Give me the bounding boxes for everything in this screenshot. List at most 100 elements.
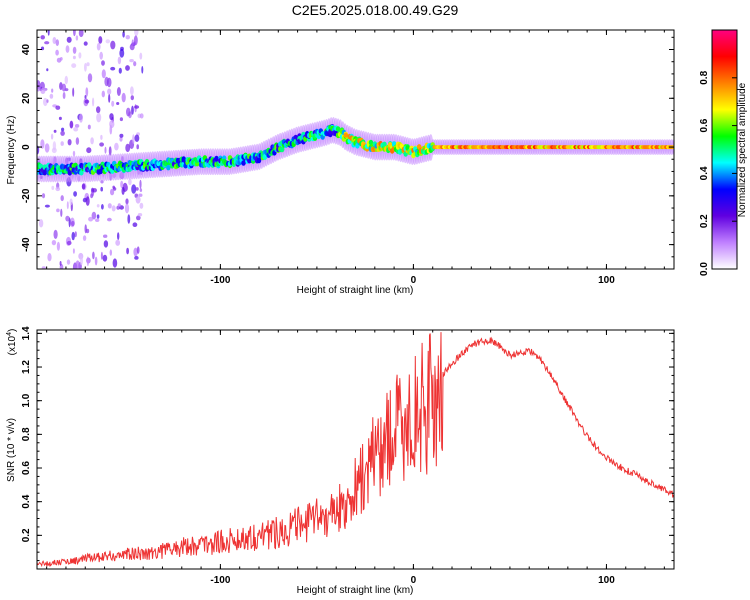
heatmap-speckle xyxy=(125,35,130,40)
spectrogram-ytick-label: -20 xyxy=(21,188,32,203)
heatmap-speckle xyxy=(84,224,87,234)
heatmap-speckle xyxy=(72,150,76,157)
heatmap-speckle xyxy=(69,198,73,206)
heatmap-speckle xyxy=(79,113,83,123)
heatmap-speckle xyxy=(131,105,134,115)
heatmap-speckle xyxy=(58,116,62,121)
heatmap-speckle xyxy=(119,117,123,122)
heatmap-speckle xyxy=(92,251,95,260)
heatmap-speckle xyxy=(60,130,65,136)
heatmap-speckle xyxy=(122,31,125,38)
heatmap-speckle xyxy=(46,68,49,72)
heatmap-speckle xyxy=(75,35,79,41)
heatmap-speckle xyxy=(115,239,121,246)
heatmap-speckle xyxy=(94,256,98,266)
colorbar-tick-label: 0.6 xyxy=(699,118,710,132)
heatmap-speckle xyxy=(91,211,97,220)
colorbar-ticks: 0.0 0.2 0.4 0.6 0.8 xyxy=(699,70,737,276)
heatmap-speckle xyxy=(96,204,100,208)
heatmap-speckle xyxy=(60,141,64,146)
heatmap-speckle xyxy=(52,37,57,44)
heatmap-speckle xyxy=(134,256,139,260)
heatmap-speckle xyxy=(130,86,134,96)
snr-ytick-label: 0.8 xyxy=(21,427,32,441)
snr-ytick-label: 1.0 xyxy=(21,393,32,407)
heatmap-speckle xyxy=(72,87,75,97)
snr-ytick-label: 0.4 xyxy=(21,494,32,508)
heatmap-speckle xyxy=(67,139,72,146)
heatmap-speckle xyxy=(99,51,103,60)
heatmap-speckle xyxy=(64,75,69,85)
heatmap-speckle xyxy=(84,62,87,72)
heatmap-speckle xyxy=(133,247,138,257)
heatmap-speckle xyxy=(102,254,108,262)
heatmap-speckle xyxy=(38,219,44,228)
snr-xtick-label: 0 xyxy=(411,575,417,586)
heatmap-speckle xyxy=(105,39,111,44)
heatmap-speckle xyxy=(104,146,107,154)
heatmap-speckle xyxy=(125,143,131,153)
heatmap-speckle xyxy=(44,143,50,153)
heatmap-speckle xyxy=(51,240,57,246)
heatmap-speckle xyxy=(40,88,46,94)
heatmap-speckle xyxy=(119,136,123,142)
heatmap-speckle xyxy=(85,196,90,206)
heatmap-speckle xyxy=(55,39,59,46)
colorbar-tick-label: 0.8 xyxy=(699,70,710,84)
heatmap-speckle xyxy=(74,124,80,128)
spectrogram-xtick-label: 0 xyxy=(411,275,417,286)
heatmap-cell xyxy=(214,155,219,162)
heatmap-speckle xyxy=(65,215,70,222)
heatmap-speckle xyxy=(79,255,83,266)
heatmap-speckle xyxy=(41,266,46,269)
heatmap-speckle xyxy=(86,147,92,154)
heatmap-speckle xyxy=(40,35,45,40)
heatmap-speckle xyxy=(136,215,141,221)
heatmap-speckle xyxy=(87,73,93,83)
heatmap-speckle xyxy=(109,249,113,256)
heatmap-speckle xyxy=(55,105,61,110)
snr-axes: -100 0 100 0.2 0.4 0.6 0.8 1.0 1.2 1.4 xyxy=(21,326,674,586)
colorbar-tick-label: 0.0 xyxy=(699,262,710,276)
heatmap-speckle xyxy=(37,83,41,92)
spectrogram-ylabel: Frequency (Hz) xyxy=(6,116,17,185)
snr-xtick-label: 100 xyxy=(598,575,615,586)
heatmap-speckle xyxy=(128,178,132,186)
heatmap-speckle xyxy=(71,231,75,241)
heatmap-speckle xyxy=(134,134,140,142)
heatmap-speckle xyxy=(60,195,64,202)
heatmap-speckle xyxy=(83,41,88,46)
heatmap-speckle xyxy=(87,124,91,130)
heatmap-speckle xyxy=(117,232,120,241)
heatmap-speckle xyxy=(66,259,71,265)
spectrogram-ytick-label: -40 xyxy=(21,237,32,252)
heatmap-speckle xyxy=(72,248,75,254)
heatmap-speckle xyxy=(112,258,118,268)
heatmap-speckle xyxy=(37,145,40,155)
heatmap-speckle xyxy=(126,247,129,255)
heatmap-speckle xyxy=(50,133,54,140)
heatmap-speckle xyxy=(100,186,103,192)
heatmap-speckle xyxy=(137,213,143,217)
heatmap-speckle xyxy=(130,95,134,101)
heatmap-speckle xyxy=(116,87,121,96)
spectrogram-axes: -100 0 100 -40 -20 0 20 40 xyxy=(21,30,674,286)
heatmap-speckle xyxy=(111,205,116,212)
snr-ytick-label: 1.2 xyxy=(21,360,32,374)
heatmap-speckle xyxy=(75,137,80,145)
heatmap-cell xyxy=(335,126,341,132)
heatmap-speckle xyxy=(71,63,77,68)
heatmap-speckle xyxy=(100,251,103,260)
heatmap-speckle xyxy=(73,127,79,132)
heatmap-speckle xyxy=(51,147,57,154)
heatmap-speckle xyxy=(82,235,87,241)
heatmap-speckle xyxy=(139,188,143,193)
heatmap-speckle xyxy=(66,36,72,43)
heatmap-speckle xyxy=(73,30,76,37)
heatmap-speckle xyxy=(134,30,139,36)
colorbar-gradient xyxy=(711,29,738,270)
heatmap-speckle xyxy=(66,240,72,246)
heatmap-cell xyxy=(79,169,84,176)
heatmap-speckle xyxy=(117,203,121,208)
